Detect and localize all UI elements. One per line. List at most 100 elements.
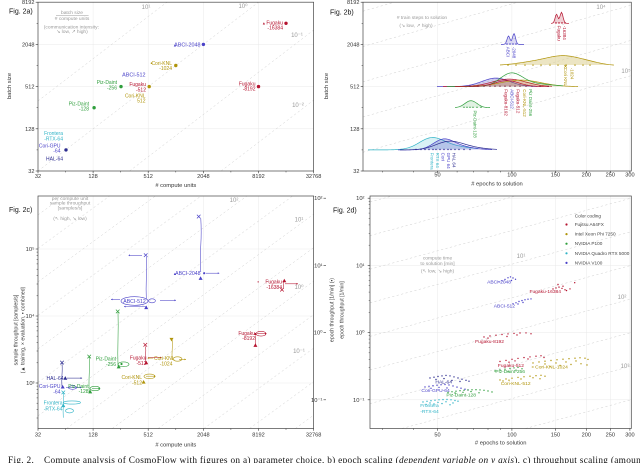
svg-text:10⁰: 10⁰ [314,330,323,337]
svg-text:200: 200 [582,433,591,439]
svg-text:batch size: batch size [61,10,83,16]
svg-text:-1024: -1024 [160,362,173,368]
svg-text:2048: 2048 [197,433,209,439]
svg-text:200: 200 [582,173,591,179]
svg-text:ABCI-512: ABCI-512 [510,89,515,109]
svg-text:10³: 10³ [26,381,34,387]
svg-text:-RTX-64: -RTX-64 [44,406,63,412]
svg-text:# epochs to solution: # epochs to solution [475,440,527,446]
svg-text:epoch throughput [1/min] (•): epoch throughput [1/min] (•) [330,278,336,342]
svg-text:-1024: -1024 [159,66,172,72]
svg-text:Intel Xeon Phi 7250: Intel Xeon Phi 7250 [575,232,616,237]
svg-text:-2048: -2048 [512,47,517,59]
svg-text:Piz-Daint: Piz-Daint [68,384,89,390]
svg-text:2048: 2048 [347,42,359,48]
svg-text:RTX 64: RTX 64 [435,153,440,169]
svg-text:NVIDIA Quadro RTX 5000: NVIDIA Quadro RTX 5000 [575,251,630,256]
svg-text:10⁻²: 10⁻² [292,103,304,109]
svg-text:HAL-64: HAL-64 [435,380,452,386]
svg-text:10⁻¹: 10⁻¹ [353,398,365,404]
svg-text:-512: -512 [136,87,146,93]
svg-text:-256: -256 [106,362,116,368]
svg-text:32: 32 [35,174,41,180]
svg-text:↘ low, ↗ high): ↘ low, ↗ high) [56,29,88,35]
svg-text:10⁵: 10⁵ [26,246,35,253]
svg-text:# compute units: # compute units [55,16,90,22]
svg-text:HAL-64: HAL-64 [46,157,63,163]
svg-text:×: × [531,364,534,369]
svg-text:Cori-KNL: Cori-KNL [125,93,146,99]
svg-text:8192: 8192 [347,0,359,6]
svg-text:10¹: 10¹ [142,5,151,11]
svg-text:10³: 10³ [621,364,630,370]
svg-text:Cori-GPU: Cori-GPU [39,384,61,390]
svg-text:10²: 10² [618,295,627,301]
svg-text:Fugaku: Fugaku [266,20,283,26]
svg-text:250: 250 [606,433,615,439]
svg-text:-128: -128 [79,389,89,395]
svg-text:compute time: compute time [423,256,453,262]
svg-text:512: 512 [144,433,153,439]
svg-text:per compute unit: per compute unit [52,196,89,202]
svg-text:-8192: -8192 [242,336,255,342]
svg-text:sample throughput [samples/s]: sample throughput [samples/s] [14,294,20,365]
svg-text:NVIDIA P100: NVIDIA P100 [575,241,603,246]
svg-text:HAL-64: HAL-64 [47,376,64,382]
svg-text:-RTX-64: -RTX-64 [420,409,439,415]
svg-text:(▲ training, × evaluation, • c: (▲ training, × evaluation, • combined) [21,286,27,373]
svg-text:Fugaku-512: Fugaku-512 [516,89,521,114]
svg-text:Fugaku-8192: Fugaku-8192 [475,339,504,345]
svg-text:32: 32 [28,169,34,175]
svg-text:Cori-KNL-512: Cori-KNL-512 [501,381,531,387]
svg-text:Fugaku-8192: Fugaku-8192 [504,89,509,116]
svg-text:Frontera: Frontera [44,400,63,406]
svg-text:300: 300 [625,173,634,179]
svg-text:Fig. 2c): Fig. 2c) [9,207,32,214]
svg-text:128: 128 [88,433,97,439]
svg-text:Fugaku: Fugaku [129,82,146,88]
svg-text:Cori-GPU-64: Cori-GPU-64 [421,388,450,394]
svg-text:512: 512 [144,174,153,180]
svg-text:-256: -256 [107,86,117,92]
svg-text:250: 250 [606,173,615,179]
svg-text:Color coding: Color coding [575,213,602,218]
svg-text:Piz-Daint: Piz-Daint [69,101,90,107]
svg-text:Piz-Daint-256: Piz-Daint-256 [495,369,525,375]
svg-text:Fugaku: Fugaku [238,331,255,337]
svg-text:Piz-Daint: Piz-Daint [96,356,117,362]
svg-text:Piz-Daint-128: Piz-Daint-128 [446,393,476,399]
svg-text:10¹: 10¹ [295,218,304,224]
svg-text:Cori-KNL-512: Cori-KNL-512 [522,89,527,117]
svg-text:512: 512 [137,99,146,105]
svg-text:-RTX-64: -RTX-64 [44,137,63,143]
svg-text:10¹: 10¹ [314,263,322,269]
svg-text:Fugaku: Fugaku [265,280,282,286]
svg-text:ABCI-2048: ABCI-2048 [174,42,200,48]
svg-text:•: • [257,280,259,285]
svg-text:Cori-GPU: Cori-GPU [39,144,61,150]
svg-text:Fugaku-16384: Fugaku-16384 [529,289,561,295]
svg-text:-64: -64 [53,149,60,155]
svg-text:10⁵: 10⁵ [621,68,631,75]
svg-text:10¹: 10¹ [517,254,526,260]
svg-text:Frontera: Frontera [44,131,63,137]
svg-text:ABCI-512: ABCI-512 [123,299,146,305]
svg-text:(communication intensity:: (communication intensity: [44,25,99,31]
svg-text:10⁰: 10⁰ [238,3,248,10]
svg-text:(↖ high, ↘ low): (↖ high, ↘ low) [53,216,87,222]
svg-text:10⁰: 10⁰ [356,330,365,337]
svg-text:Fig. 2. Compute analysis of C: Fig. 2. Compute analysis of CosmoFlow wi… [8,455,640,463]
svg-text:# compute units: # compute units [155,183,196,189]
svg-text:Frontera: Frontera [430,153,435,171]
svg-text:8192: 8192 [22,0,34,6]
svg-text:32768: 32768 [306,174,322,180]
svg-text:Cori-KNL: Cori-KNL [154,356,175,362]
svg-text:10⁻¹: 10⁻¹ [293,349,305,355]
svg-text:ABCI-512: ABCI-512 [122,72,145,78]
svg-text:ABCI: ABCI [506,47,511,58]
svg-text:sample throughput: sample throughput [50,201,91,207]
svg-text:[samples/s]: [samples/s] [58,205,83,211]
svg-text:32768: 32768 [306,433,322,439]
svg-text:batch size: batch size [7,73,13,99]
svg-text:128: 128 [350,127,359,133]
